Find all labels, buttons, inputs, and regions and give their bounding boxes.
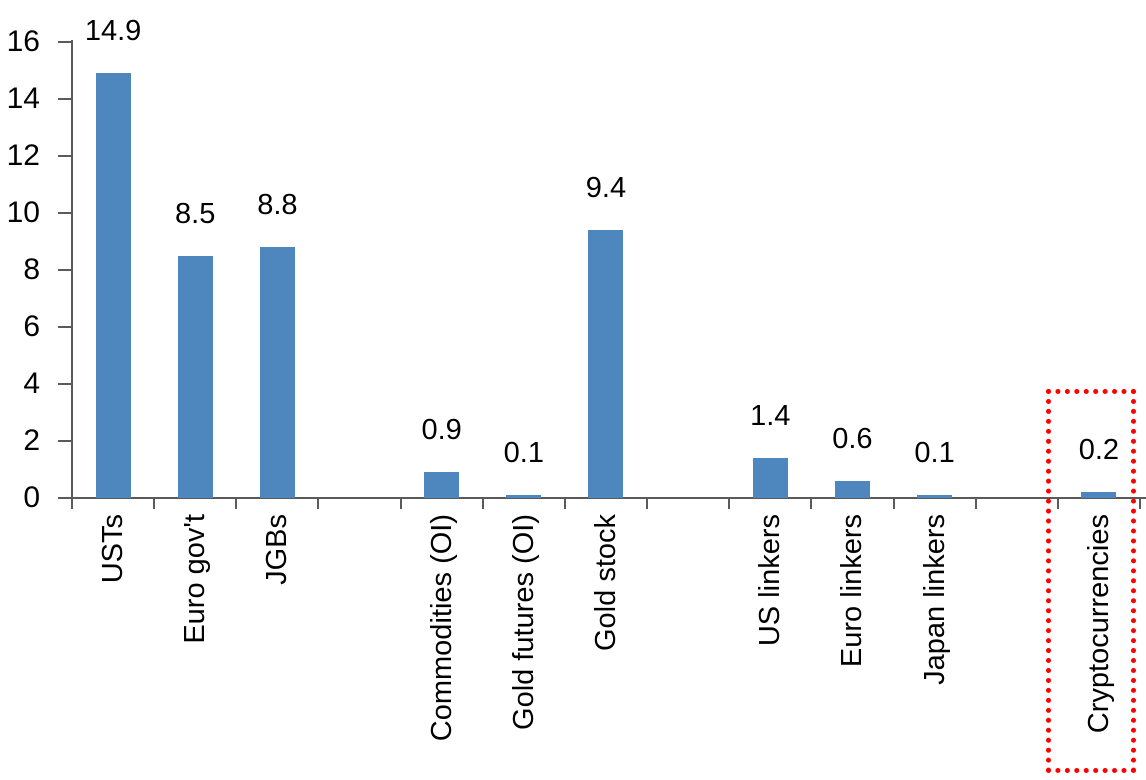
bar-jgbs	[259, 247, 295, 498]
x-tick-12	[1056, 498, 1059, 509]
x-axis-label-us-linkers: US linkers	[754, 514, 787, 647]
y-tick-16	[58, 41, 72, 43]
value-label-jgbs: 8.8	[257, 189, 298, 222]
y-tick-14	[58, 98, 72, 100]
x-tick-6	[563, 498, 566, 509]
x-axis-label-commodities-oi: Commodities (OI)	[425, 514, 458, 742]
y-tick-10	[58, 212, 72, 214]
y-tick-label-16: 16	[6, 25, 40, 58]
x-tick-9	[810, 498, 813, 509]
bar-euro-gov-t	[177, 255, 213, 498]
x-tick-4	[399, 498, 402, 509]
y-tick-label-8: 8	[23, 253, 40, 286]
bar-us-linkers	[752, 458, 788, 498]
x-tick-8	[728, 498, 731, 509]
value-label-cryptocurrencies: 0.2	[1078, 434, 1120, 467]
bar-usts	[95, 73, 131, 498]
x-tick-7	[646, 498, 649, 509]
y-tick-6	[58, 326, 72, 328]
value-label-euro-linkers: 0.6	[832, 422, 873, 455]
y-tick-label-2: 2	[23, 424, 40, 457]
x-axis-label-euro-linkers: Euro linkers	[836, 514, 869, 668]
x-tick-10	[892, 498, 895, 509]
y-axis-line	[71, 40, 73, 498]
bar-japan-linkers	[917, 495, 953, 498]
x-tick-5	[481, 498, 484, 509]
y-tick-label-4: 4	[23, 367, 40, 400]
y-tick-label-12: 12	[6, 139, 40, 172]
x-tick-0	[71, 498, 73, 509]
value-label-euro-gov-t: 8.5	[175, 197, 216, 230]
y-tick-12	[58, 155, 72, 157]
x-tick-2	[235, 498, 238, 509]
y-tick-2	[58, 440, 72, 442]
value-label-gold-futures-oi: 0.1	[503, 437, 544, 470]
x-axis-label-gold-stock: Gold stock	[589, 514, 622, 651]
x-axis-line	[71, 497, 1146, 499]
value-label-commodities-oi: 0.9	[421, 414, 462, 447]
x-axis-label-jgbs: JGBs	[261, 514, 294, 585]
x-tick-1	[153, 498, 156, 509]
x-tick-3	[317, 498, 320, 509]
x-tick-11	[974, 498, 977, 509]
x-tick-13	[1138, 498, 1141, 509]
bar-gold-futures-oi	[506, 495, 542, 498]
x-axis-label-euro-gov-t: Euro gov't	[179, 514, 212, 644]
y-tick-label-10: 10	[6, 196, 40, 229]
value-label-gold-stock: 9.4	[585, 172, 627, 205]
value-label-japan-linkers: 0.1	[914, 437, 955, 470]
y-tick-label-0: 0	[23, 481, 40, 514]
bar-gold-stock	[588, 230, 624, 498]
y-tick-0	[58, 497, 72, 499]
y-tick-label-6: 6	[23, 310, 40, 343]
x-axis-label-usts: USTs	[97, 514, 130, 584]
bar-commodities-oi	[424, 472, 460, 498]
value-label-us-linkers: 1.4	[750, 400, 791, 433]
y-tick-8	[58, 269, 72, 271]
y-tick-4	[58, 383, 72, 385]
bar-euro-linkers	[834, 480, 870, 498]
bar-cryptocurrencies	[1081, 492, 1117, 498]
value-label-usts: 14.9	[84, 15, 142, 48]
highlight-box-cryptocurrencies	[1046, 389, 1136, 773]
x-axis-label-gold-futures-oi: Gold futures (OI)	[507, 514, 540, 730]
y-tick-label-14: 14	[6, 82, 40, 115]
x-axis-label-japan-linkers: Japan linkers	[918, 514, 951, 685]
